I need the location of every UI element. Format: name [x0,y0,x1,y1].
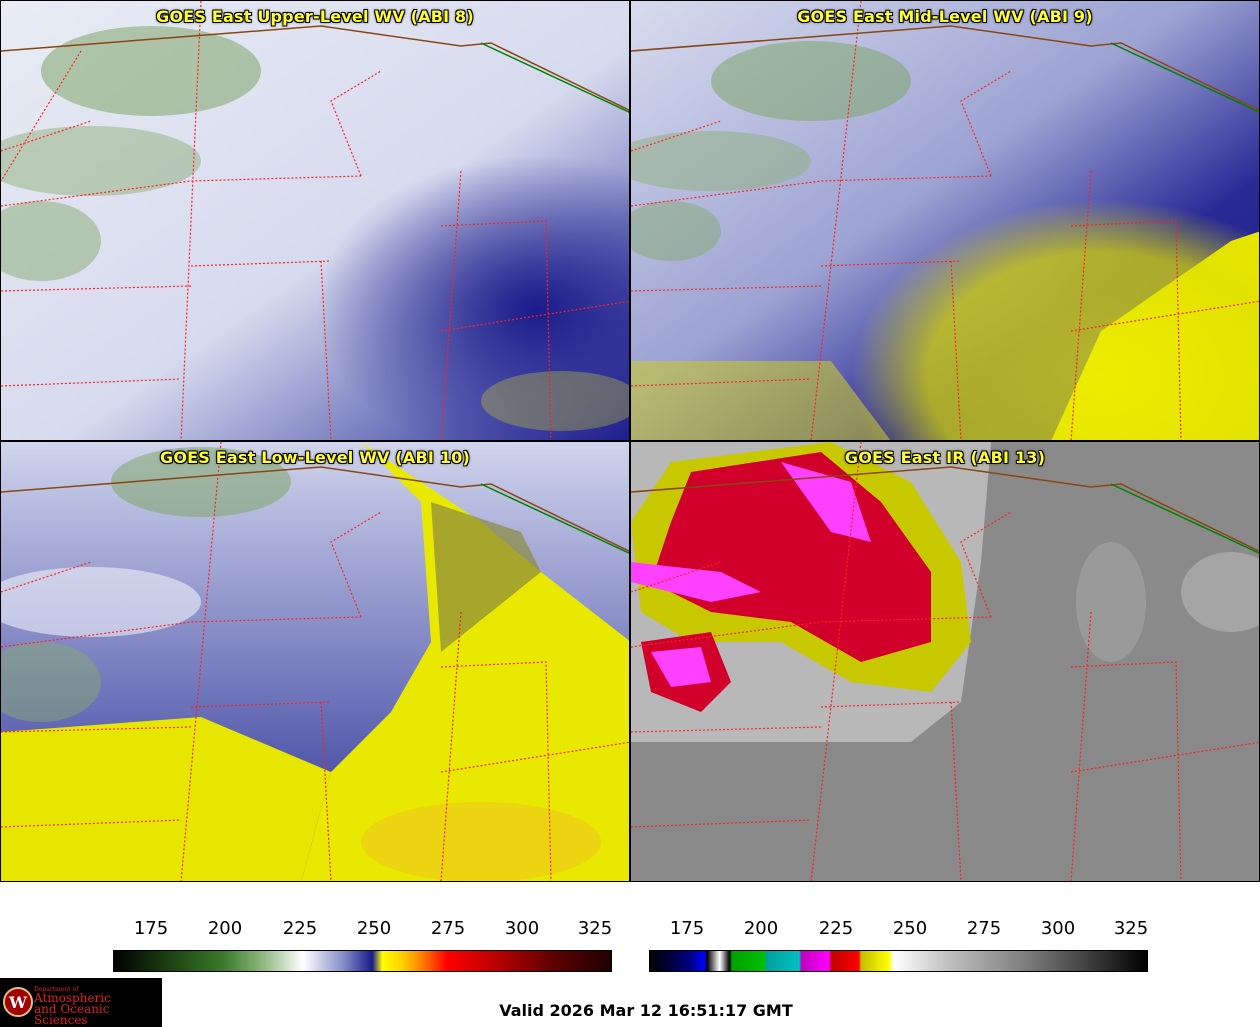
ir-colorbar [649,950,1148,972]
svg-text:W: W [8,993,28,1012]
tick-label: 225 [282,918,318,939]
panel-title: GOES East IR (ABI 13) [844,448,1046,467]
low-level-wv-image [1,442,629,881]
mid-level-wv-image [631,1,1259,440]
tick-label: 250 [356,918,392,939]
panel-ir: GOES East IR (ABI 13) [630,441,1260,882]
tick-label: 200 [743,918,779,939]
valid-time: Valid 2026 Mar 12 16:51:17 GMT [499,1001,793,1020]
tick-label: 325 [1113,918,1149,939]
panel-upper-level-wv: GOES East Upper-Level WV (ABI 8) [0,0,630,441]
upper-level-wv-image [1,1,629,440]
panel-title: GOES East Upper-Level WV (ABI 8) [156,7,474,26]
panel-low-level-wv: GOES East Low-Level WV (ABI 10) [0,441,630,882]
tick-label: 325 [577,918,613,939]
tick-label: 200 [207,918,243,939]
ir-colorbar-ticks: 175 200 225 250 275 300 325 [649,918,1148,948]
tick-label: 175 [133,918,169,939]
tick-label: 275 [966,918,1002,939]
panel-mid-level-wv: GOES East Mid-Level WV (ABI 9) [630,0,1260,441]
logo-line-2: Atmospheric [34,991,111,1005]
tick-label: 275 [430,918,466,939]
tick-label: 300 [1040,918,1076,939]
tick-label: 225 [818,918,854,939]
panel-title: GOES East Low-Level WV (ABI 10) [159,448,470,467]
logo-line-3: and Oceanic Sciences [34,1002,110,1027]
logo-line-1: Department of [34,986,79,993]
ir-image [631,442,1259,881]
aos-logo: W Department of Atmospheric and Oceanic … [0,978,162,1027]
wv-colorbar [113,950,612,972]
uw-crest-icon: W [3,987,33,1017]
tick-label: 250 [892,918,928,939]
tick-label: 300 [504,918,540,939]
wv-colorbar-ticks: 175 200 225 250 275 300 325 [113,918,612,948]
tick-label: 175 [669,918,705,939]
panel-title: GOES East Mid-Level WV (ABI 9) [797,7,1093,26]
